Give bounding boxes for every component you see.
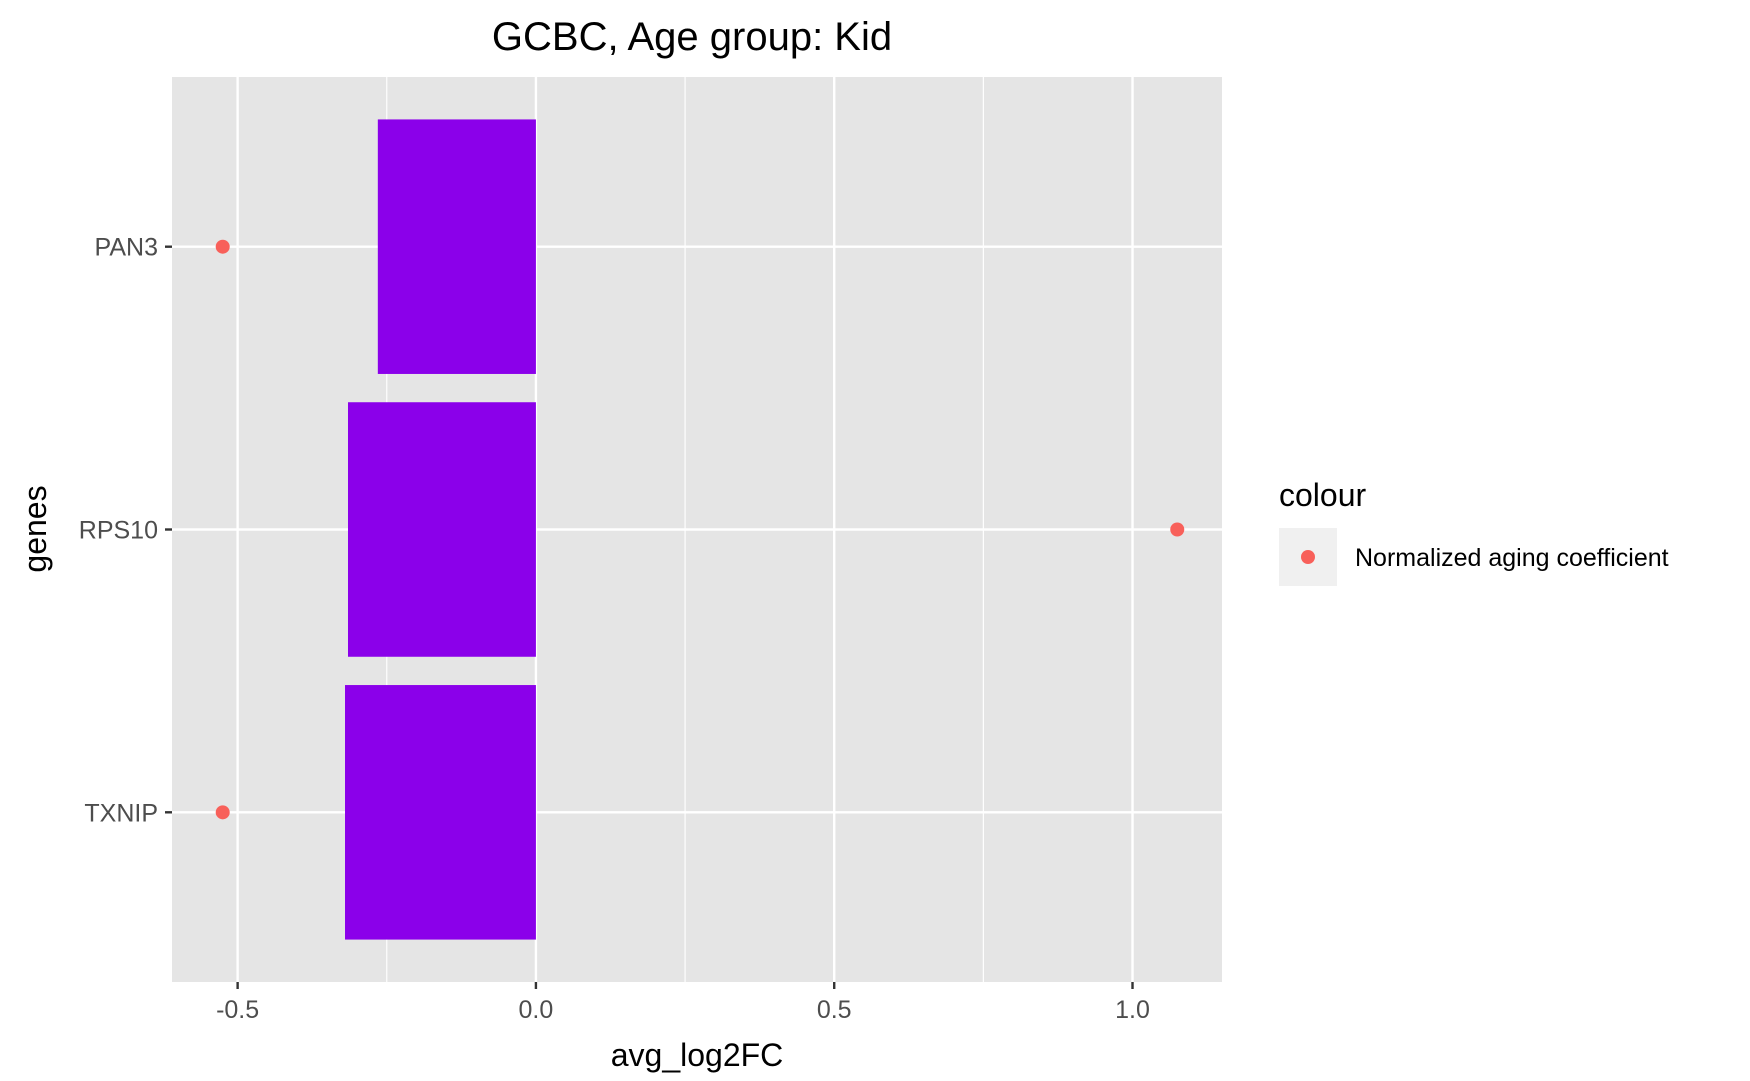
grid-major bbox=[172, 77, 1222, 982]
point-RPS10 bbox=[1170, 522, 1185, 537]
y-tick-label: PAN3 bbox=[95, 234, 158, 262]
y-axis: PAN3 RPS10 TXNIP bbox=[79, 234, 172, 827]
x-tick-label: 0.0 bbox=[519, 996, 554, 1024]
point-TXNIP bbox=[215, 805, 230, 820]
bars bbox=[345, 119, 536, 940]
legend-title: colour bbox=[1279, 477, 1367, 513]
legend-label: Normalized aging coefficient bbox=[1355, 544, 1669, 572]
x-axis-title: avg_log2FC bbox=[611, 1037, 784, 1073]
legend: colour Normalized aging coefficient bbox=[1279, 477, 1669, 586]
y-tick-label: RPS10 bbox=[79, 517, 158, 545]
x-tick-label: 1.0 bbox=[1115, 996, 1150, 1024]
x-tick-label: -0.5 bbox=[216, 996, 259, 1024]
bar-TXNIP bbox=[345, 685, 536, 940]
bar-PAN3 bbox=[377, 119, 536, 374]
x-tick-label: 0.5 bbox=[817, 996, 852, 1024]
legend-key-point bbox=[1301, 550, 1315, 564]
bar-RPS10 bbox=[347, 402, 536, 657]
y-tick-label: TXNIP bbox=[84, 799, 158, 827]
y-axis-title: genes bbox=[17, 485, 53, 572]
point-PAN3 bbox=[215, 239, 230, 254]
x-axis: -0.5 0.0 0.5 1.0 bbox=[216, 982, 1150, 1024]
chart-title: GCBC, Age group: Kid bbox=[492, 15, 892, 59]
points bbox=[215, 239, 1185, 820]
